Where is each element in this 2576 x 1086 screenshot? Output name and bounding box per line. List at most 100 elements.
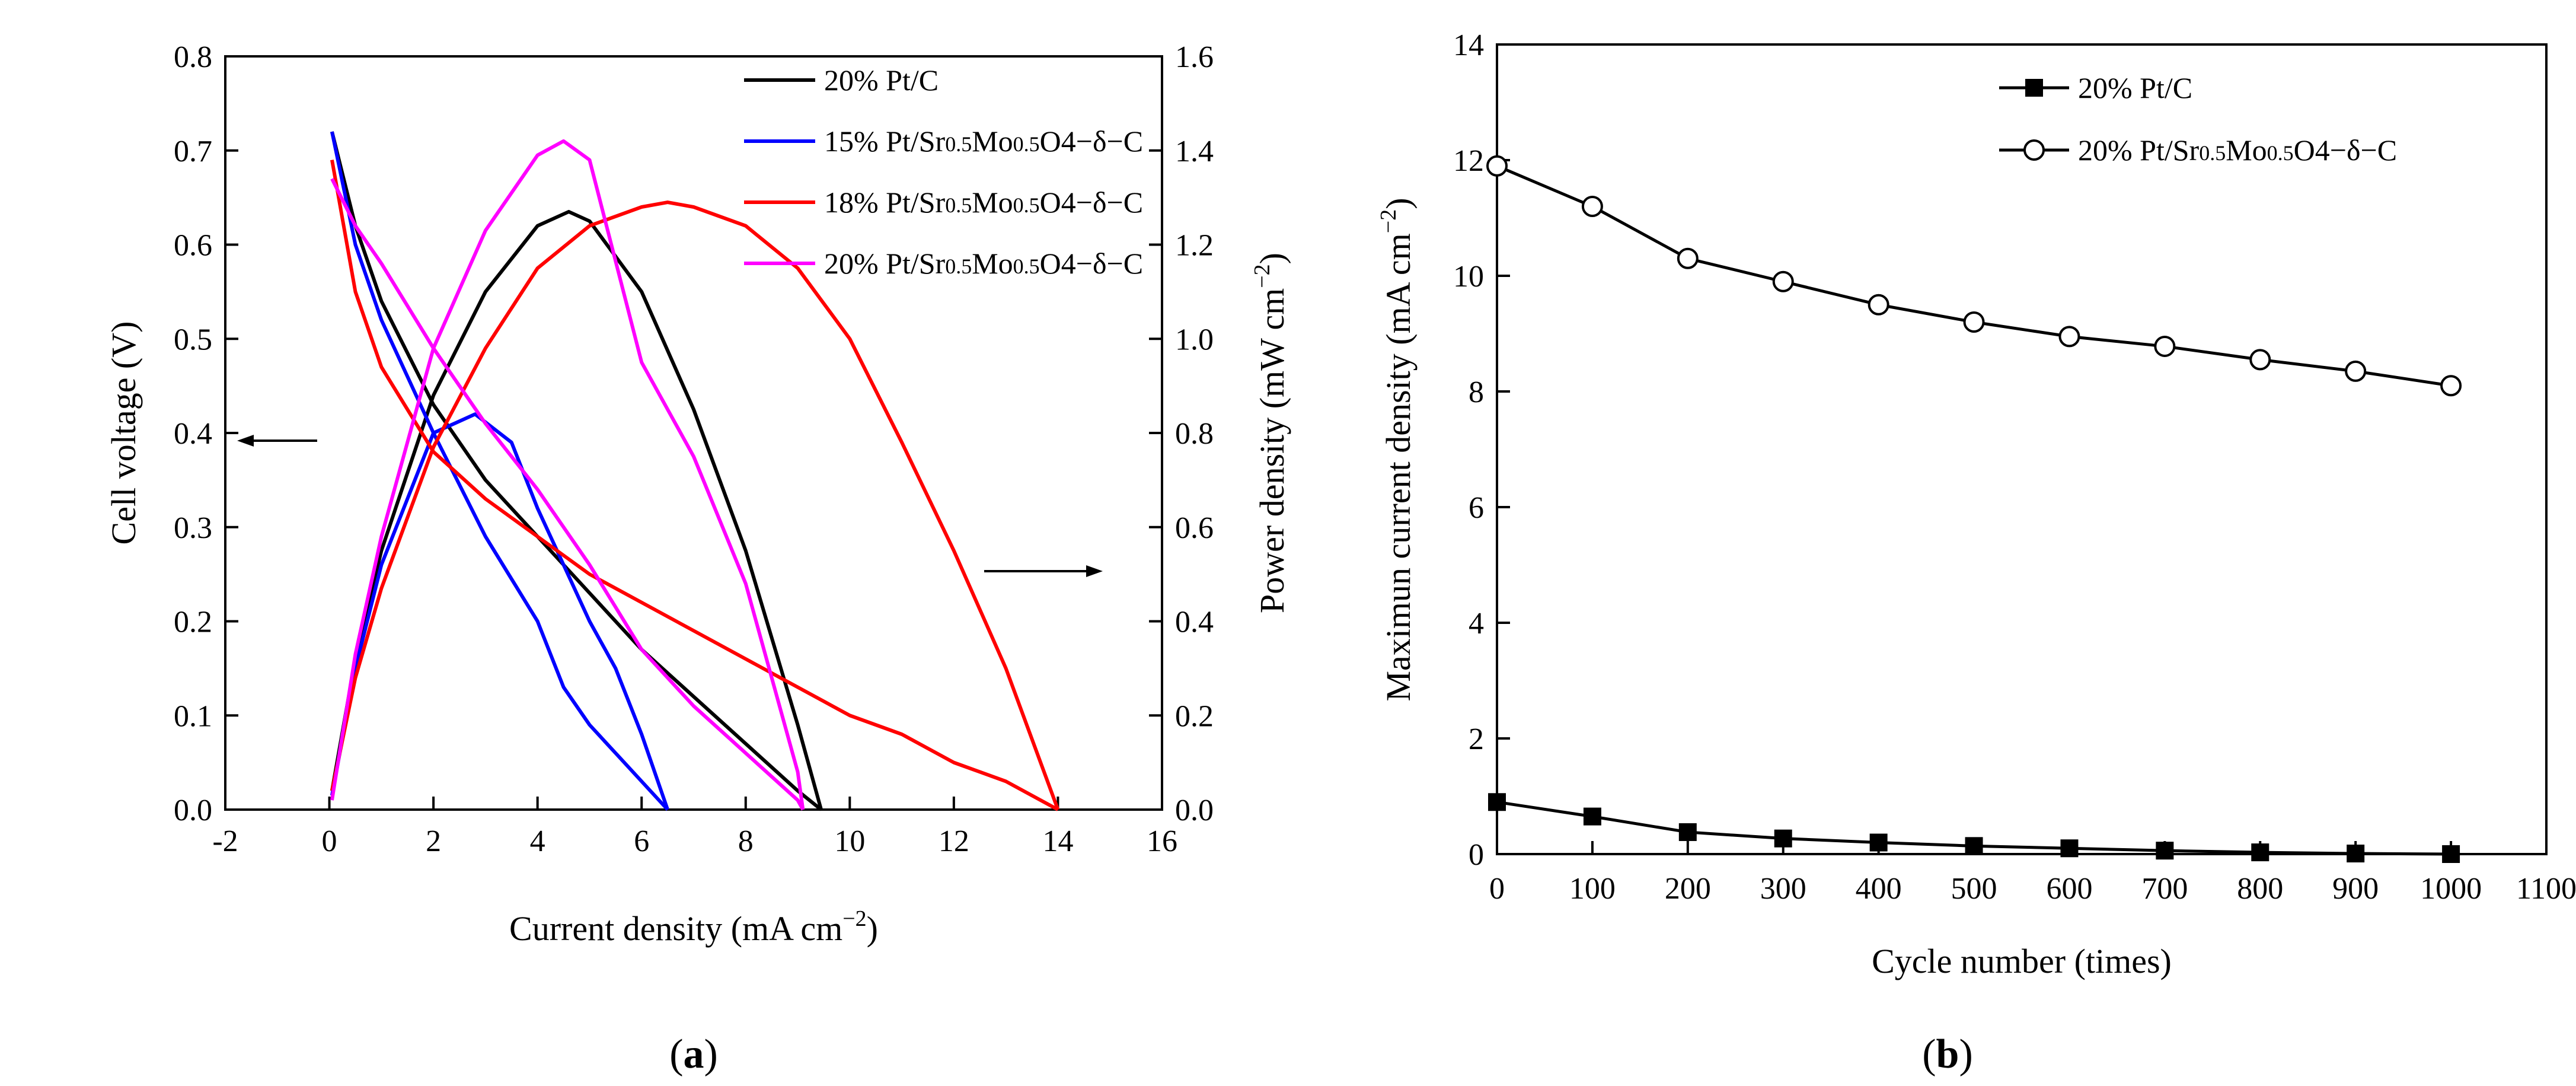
y-right-tick-label: 0.4 bbox=[1175, 606, 1214, 639]
legend-label-1: 20% Pt/C bbox=[824, 63, 939, 97]
chart-a-x-ticks: -2 0 2 4 6 8 10 12 14 16 bbox=[212, 797, 1177, 858]
chart-a-y-right-ticks: 0.0 0.2 0.4 0.6 0.8 1.0 1.2 1.4 1.6 bbox=[1149, 40, 1214, 827]
chart-a-arrows bbox=[237, 435, 1103, 577]
legend-marker-1 bbox=[2025, 79, 2043, 97]
legend-label-2: 20% Pt/Sr0.5Mo0.5O4−δ−C bbox=[2078, 133, 2397, 167]
series-2-point bbox=[2249, 349, 2271, 371]
y-right-tick-label: 0.0 bbox=[1175, 794, 1214, 827]
series-4-voltage-line bbox=[330, 178, 805, 811]
legend-label-2: 15% Pt/Sr0.5Mo0.5O4−δ−C bbox=[824, 125, 1143, 158]
x-tick-label: 700 bbox=[2141, 872, 2188, 906]
chart-a-y-left-ticks: 0.0 0.1 0.2 0.3 0.4 0.5 0.6 0.7 0.8 bbox=[174, 40, 238, 827]
series-2-point bbox=[2058, 326, 2080, 348]
series-1-point bbox=[2060, 839, 2079, 858]
y-tick-label: 10 bbox=[1453, 260, 1484, 294]
x-tick-label: 0 bbox=[322, 824, 337, 858]
y-tick-label: 6 bbox=[1469, 491, 1484, 525]
y-right-tick-label: 1.0 bbox=[1175, 323, 1214, 356]
series-1-point bbox=[1488, 793, 1506, 811]
x-tick-label: 500 bbox=[1951, 872, 1997, 906]
y-left-tick-label: 0.5 bbox=[174, 323, 212, 356]
chart-b: 0 100 200 300 400 500 600 700 800 900 1000 1100 0 2 4… bbox=[1376, 28, 2576, 1077]
panel-b-label: (b) bbox=[1922, 1031, 1973, 1077]
chart-b-xlabel: Cycle number (times) bbox=[1872, 942, 2172, 980]
x-tick-label: 600 bbox=[2046, 872, 2092, 906]
x-tick-label: 6 bbox=[634, 824, 649, 858]
series-1-point bbox=[2347, 845, 2365, 863]
legend-label-4: 20% Pt/Sr0.5Mo0.5O4−δ−C bbox=[824, 247, 1143, 280]
legend-label-3: 18% Pt/Sr0.5Mo0.5O4−δ−C bbox=[824, 186, 1143, 219]
y-right-tick-label: 0.2 bbox=[1175, 699, 1214, 733]
series-2-point bbox=[1581, 196, 1603, 217]
series-1-point bbox=[2156, 842, 2174, 860]
y-tick-label: 2 bbox=[1469, 722, 1484, 756]
y-tick-label: 8 bbox=[1469, 375, 1484, 409]
chart-b-y-ticks: 0 2 4 6 8 10 12 14 bbox=[1453, 28, 1510, 872]
x-tick-label: 2 bbox=[426, 824, 441, 858]
series-4-power-line bbox=[330, 139, 805, 810]
chart-a-legend: 20% Pt/C 15% Pt/Sr0.5Mo0.5O4−δ−C 18% Pt/Sr… bbox=[744, 63, 1143, 280]
chart-b-ylabel: Maximun current density (mA cm−2) bbox=[1376, 198, 1418, 701]
x-tick-label: 1000 bbox=[2420, 872, 2482, 906]
series-1-point bbox=[1869, 833, 1888, 852]
series-2-point bbox=[1963, 311, 1985, 333]
voltage-arrowhead bbox=[237, 435, 254, 447]
series-2-point bbox=[1677, 247, 1699, 269]
y-left-tick-label: 0.1 bbox=[174, 699, 212, 733]
series-2-power-line bbox=[330, 412, 669, 810]
chart-b-x-ticks: 0 100 200 300 400 500 600 700 800 900 1000 1100 bbox=[1489, 841, 2576, 906]
y-tick-label: 14 bbox=[1453, 28, 1484, 62]
x-tick-label: 12 bbox=[939, 824, 969, 858]
series-2-point bbox=[1772, 270, 1794, 292]
series-1-power-line bbox=[330, 209, 823, 810]
x-tick-label: 8 bbox=[738, 824, 754, 858]
x-tick-label: 400 bbox=[1856, 872, 1902, 906]
series-1-point bbox=[1678, 823, 1697, 841]
series-1-point bbox=[1774, 829, 1792, 848]
series-2-line bbox=[1496, 164, 2451, 387]
legend-marker-2 bbox=[2023, 139, 2045, 161]
x-tick-label: 1100 bbox=[2516, 872, 2576, 906]
y-left-tick-label: 0.8 bbox=[174, 40, 212, 74]
power-arrowhead bbox=[1086, 565, 1103, 577]
series-1-point bbox=[1965, 837, 1983, 855]
chart-b-plot: 0 100 200 300 400 500 600 700 800 900 1000 1100 0 2 4… bbox=[1376, 28, 2576, 980]
chart-a-plot: -2 0 2 4 6 8 10 12 14 16 0.0 0.1 0.2 0.3 0.4 0.5 0.6 0.7… bbox=[104, 40, 1291, 948]
y-left-tick-label: 0.4 bbox=[174, 417, 212, 451]
x-tick-label: 0 bbox=[1489, 872, 1505, 906]
y-left-tick-label: 0.7 bbox=[174, 135, 212, 168]
chart-a: -2 0 2 4 6 8 10 12 14 16 0.0 0.1 0.2 0.3 0.4 0.5 0.6 0.7… bbox=[104, 40, 1291, 1077]
y-tick-label: 4 bbox=[1469, 607, 1484, 641]
y-right-tick-label: 0.8 bbox=[1175, 417, 1214, 451]
y-left-tick-label: 0.6 bbox=[174, 229, 212, 263]
series-1-point bbox=[1583, 807, 1601, 826]
chart-a-ylabel-left: Cell voltage (V) bbox=[104, 321, 143, 545]
series-3-voltage-line bbox=[330, 160, 1059, 811]
y-right-tick-label: 1.6 bbox=[1175, 40, 1214, 74]
x-tick-label: 100 bbox=[1569, 872, 1616, 906]
legend-label-1: 20% Pt/C bbox=[2078, 71, 2192, 104]
y-right-tick-label: 1.2 bbox=[1175, 229, 1214, 263]
y-left-tick-label: 0.0 bbox=[174, 794, 212, 827]
y-right-tick-label: 1.4 bbox=[1175, 135, 1214, 168]
chart-b-legend: 20% Pt/C 20% Pt/Sr0.5Mo0.5O4−δ−C bbox=[1999, 71, 2397, 167]
series-2-point bbox=[1486, 155, 1508, 177]
y-tick-label: 0 bbox=[1469, 838, 1484, 872]
series-3-power-line bbox=[330, 200, 1060, 811]
series-1-point bbox=[2442, 845, 2460, 863]
x-tick-label: 900 bbox=[2332, 872, 2379, 906]
panel-a-label: (a) bbox=[669, 1031, 718, 1077]
x-tick-label: 10 bbox=[834, 824, 865, 858]
x-tick-label: 16 bbox=[1147, 824, 1177, 858]
x-tick-label: -2 bbox=[212, 824, 238, 858]
series-2-point bbox=[2345, 360, 2367, 382]
chart-a-xlabel: Current density (mA cm−2) bbox=[509, 906, 878, 948]
x-tick-label: 14 bbox=[1042, 824, 1073, 858]
x-tick-label: 300 bbox=[1760, 872, 1806, 906]
y-left-tick-label: 0.3 bbox=[174, 511, 212, 545]
series-2-point bbox=[2154, 335, 2176, 357]
y-right-tick-label: 0.6 bbox=[1175, 511, 1214, 545]
series-2-voltage-line bbox=[330, 131, 669, 811]
chart-b-plot-frame bbox=[1496, 43, 2548, 855]
series-2-point bbox=[1868, 294, 1889, 316]
